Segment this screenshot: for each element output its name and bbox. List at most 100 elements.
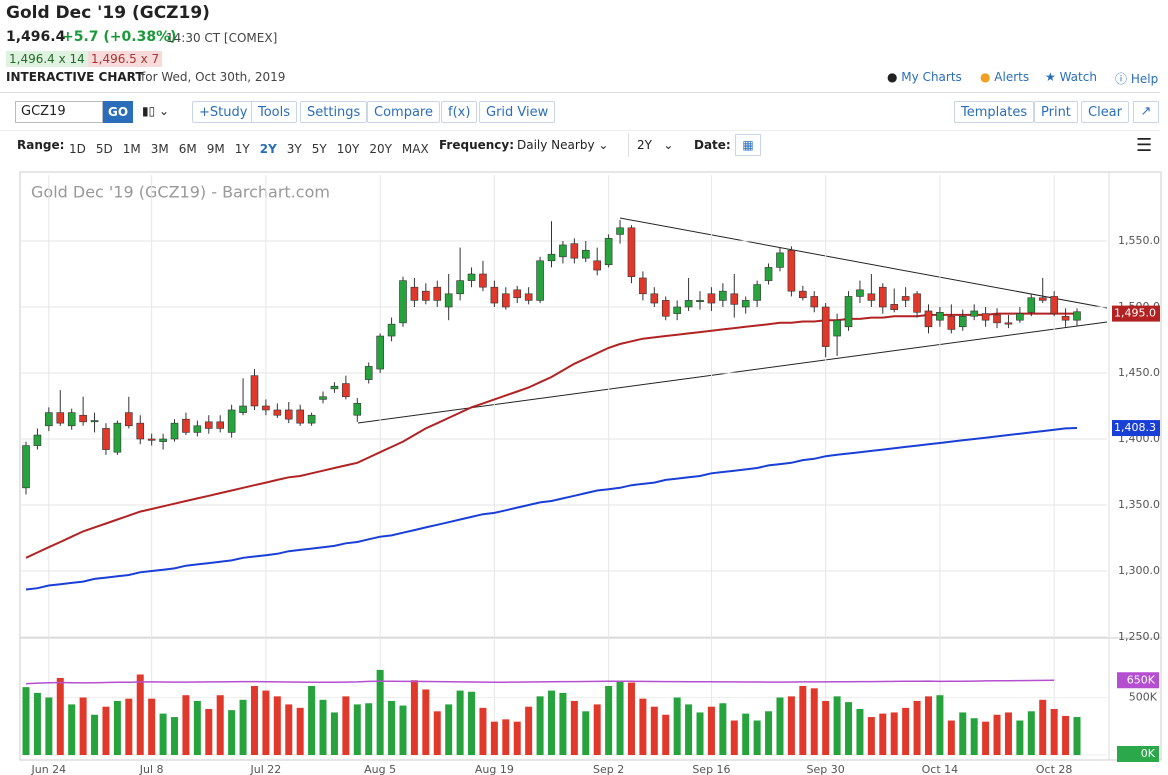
range-option[interactable]: 2Y bbox=[259, 142, 277, 156]
toolbar-button[interactable]: Clear bbox=[1081, 101, 1129, 123]
volume-bar bbox=[787, 696, 795, 755]
expand-button[interactable]: ↗ bbox=[1133, 101, 1159, 123]
candle-body bbox=[776, 252, 784, 268]
frequency-label: Frequency: bbox=[439, 138, 515, 152]
range-option[interactable]: 1D bbox=[69, 142, 86, 156]
volume-bar bbox=[993, 714, 1001, 755]
menu-button[interactable]: ☰ bbox=[1136, 135, 1153, 156]
candle-body bbox=[262, 405, 270, 411]
toolbar-button[interactable]: Grid View bbox=[479, 101, 556, 123]
toolbar-button[interactable]: Tools bbox=[251, 101, 298, 123]
candle-body bbox=[673, 306, 681, 314]
frequency-select[interactable]: Daily Nearby ⌄ bbox=[517, 138, 609, 152]
symbol-input[interactable]: GCZ19 bbox=[15, 101, 103, 123]
volume-bar bbox=[696, 712, 704, 755]
toolbar-button[interactable]: Compare bbox=[367, 101, 440, 123]
volume-bar bbox=[273, 696, 281, 755]
candle-body bbox=[147, 438, 156, 441]
toolbar-button[interactable]: Settings bbox=[300, 101, 368, 123]
volume-bar bbox=[502, 719, 510, 755]
volume-bar bbox=[822, 700, 830, 755]
range-option[interactable]: 3Y bbox=[286, 142, 302, 156]
toolbar-button[interactable]: f(x) bbox=[441, 101, 478, 123]
volume-bar bbox=[433, 711, 441, 755]
end-label: 650K bbox=[1127, 673, 1156, 686]
x-tick-label: Jul 22 bbox=[250, 763, 282, 775]
candle-body bbox=[799, 290, 807, 299]
chart-kind: INTERACTIVE CHART bbox=[6, 70, 144, 84]
period-value: 2Y bbox=[637, 138, 652, 152]
volume-bar bbox=[422, 689, 430, 755]
volume-bar bbox=[662, 714, 670, 755]
candle-body bbox=[833, 319, 841, 337]
candle-body bbox=[684, 300, 693, 308]
volume-bar bbox=[650, 706, 658, 755]
volume-bar bbox=[1027, 711, 1035, 755]
volume-bar bbox=[193, 700, 201, 755]
candle-body bbox=[627, 227, 636, 277]
bid: 1,496.4 x 14 bbox=[6, 51, 88, 67]
candle-body bbox=[193, 425, 202, 433]
range-option[interactable]: 1Y bbox=[234, 142, 250, 156]
candle-body bbox=[821, 306, 830, 347]
volume-bar bbox=[342, 696, 350, 755]
candle-body bbox=[856, 289, 864, 297]
candle-body bbox=[936, 311, 944, 321]
y-tick-box bbox=[1117, 746, 1159, 762]
frequency-value: Daily Nearby bbox=[517, 138, 595, 152]
range-option[interactable]: 10Y bbox=[336, 142, 360, 156]
candle-body bbox=[284, 409, 293, 420]
date-picker[interactable]: ▦ bbox=[735, 134, 761, 156]
volume-bar bbox=[513, 721, 521, 755]
candle-body bbox=[399, 280, 407, 324]
volume-bar bbox=[639, 698, 647, 755]
end-label: 1,408.3 bbox=[1114, 421, 1156, 434]
candle-body bbox=[22, 445, 30, 489]
volume-bar bbox=[319, 699, 327, 755]
nav-item[interactable]: ⓘ Help bbox=[1115, 70, 1158, 87]
nav-item[interactable]: ● Alerts bbox=[980, 70, 1029, 84]
x-tick-label: Oct 28 bbox=[1036, 763, 1073, 775]
range-option[interactable]: 5Y bbox=[311, 142, 327, 156]
toolbar-button[interactable]: Templates bbox=[954, 101, 1035, 123]
candle-body bbox=[216, 421, 225, 429]
candle-body bbox=[479, 273, 487, 288]
range-option[interactable]: 5D bbox=[95, 142, 113, 156]
volume-bar bbox=[216, 695, 224, 755]
candle-body bbox=[547, 253, 556, 262]
range-option[interactable]: MAX bbox=[401, 142, 429, 156]
candle-body bbox=[296, 409, 304, 424]
candle-body bbox=[581, 249, 590, 259]
range-option[interactable]: 20Y bbox=[369, 142, 392, 156]
nav-label: Help bbox=[1130, 72, 1159, 86]
candle-body bbox=[273, 409, 282, 416]
chart-type-picker[interactable]: ▮▯ ⌄ bbox=[142, 104, 170, 118]
volume-bar bbox=[776, 697, 784, 755]
volume-bar bbox=[548, 690, 555, 755]
range-option[interactable]: 6M bbox=[178, 142, 197, 156]
toolbar-button[interactable]: Print bbox=[1034, 101, 1078, 123]
candle-body bbox=[444, 293, 453, 308]
divider bbox=[628, 133, 629, 157]
y-tick-label: 1,250.0 bbox=[1118, 630, 1160, 643]
volume-bar bbox=[1050, 709, 1058, 755]
volume-bar bbox=[308, 686, 316, 755]
candle-body bbox=[307, 414, 316, 424]
nav-icon: ● bbox=[980, 70, 995, 84]
range-option[interactable]: 3M bbox=[150, 142, 169, 156]
go-button[interactable]: GO bbox=[103, 101, 133, 123]
range-option[interactable]: 9M bbox=[206, 142, 225, 156]
period-select[interactable]: 2Y ⌄ bbox=[637, 138, 674, 152]
candle-body bbox=[125, 412, 133, 427]
x-tick-label: Sep 16 bbox=[692, 763, 730, 775]
candle-body bbox=[227, 409, 236, 433]
range-option[interactable]: 1M bbox=[122, 142, 141, 156]
nav-item[interactable]: ● My Charts bbox=[887, 70, 962, 84]
nav-item[interactable]: ★ Watch bbox=[1045, 70, 1097, 84]
candle-body bbox=[513, 289, 522, 299]
volume-bar bbox=[753, 720, 761, 755]
candle-body bbox=[707, 293, 716, 304]
volume-bar bbox=[410, 680, 418, 755]
volume-bar bbox=[68, 704, 76, 755]
toolbar-button[interactable]: +Study bbox=[192, 101, 255, 123]
